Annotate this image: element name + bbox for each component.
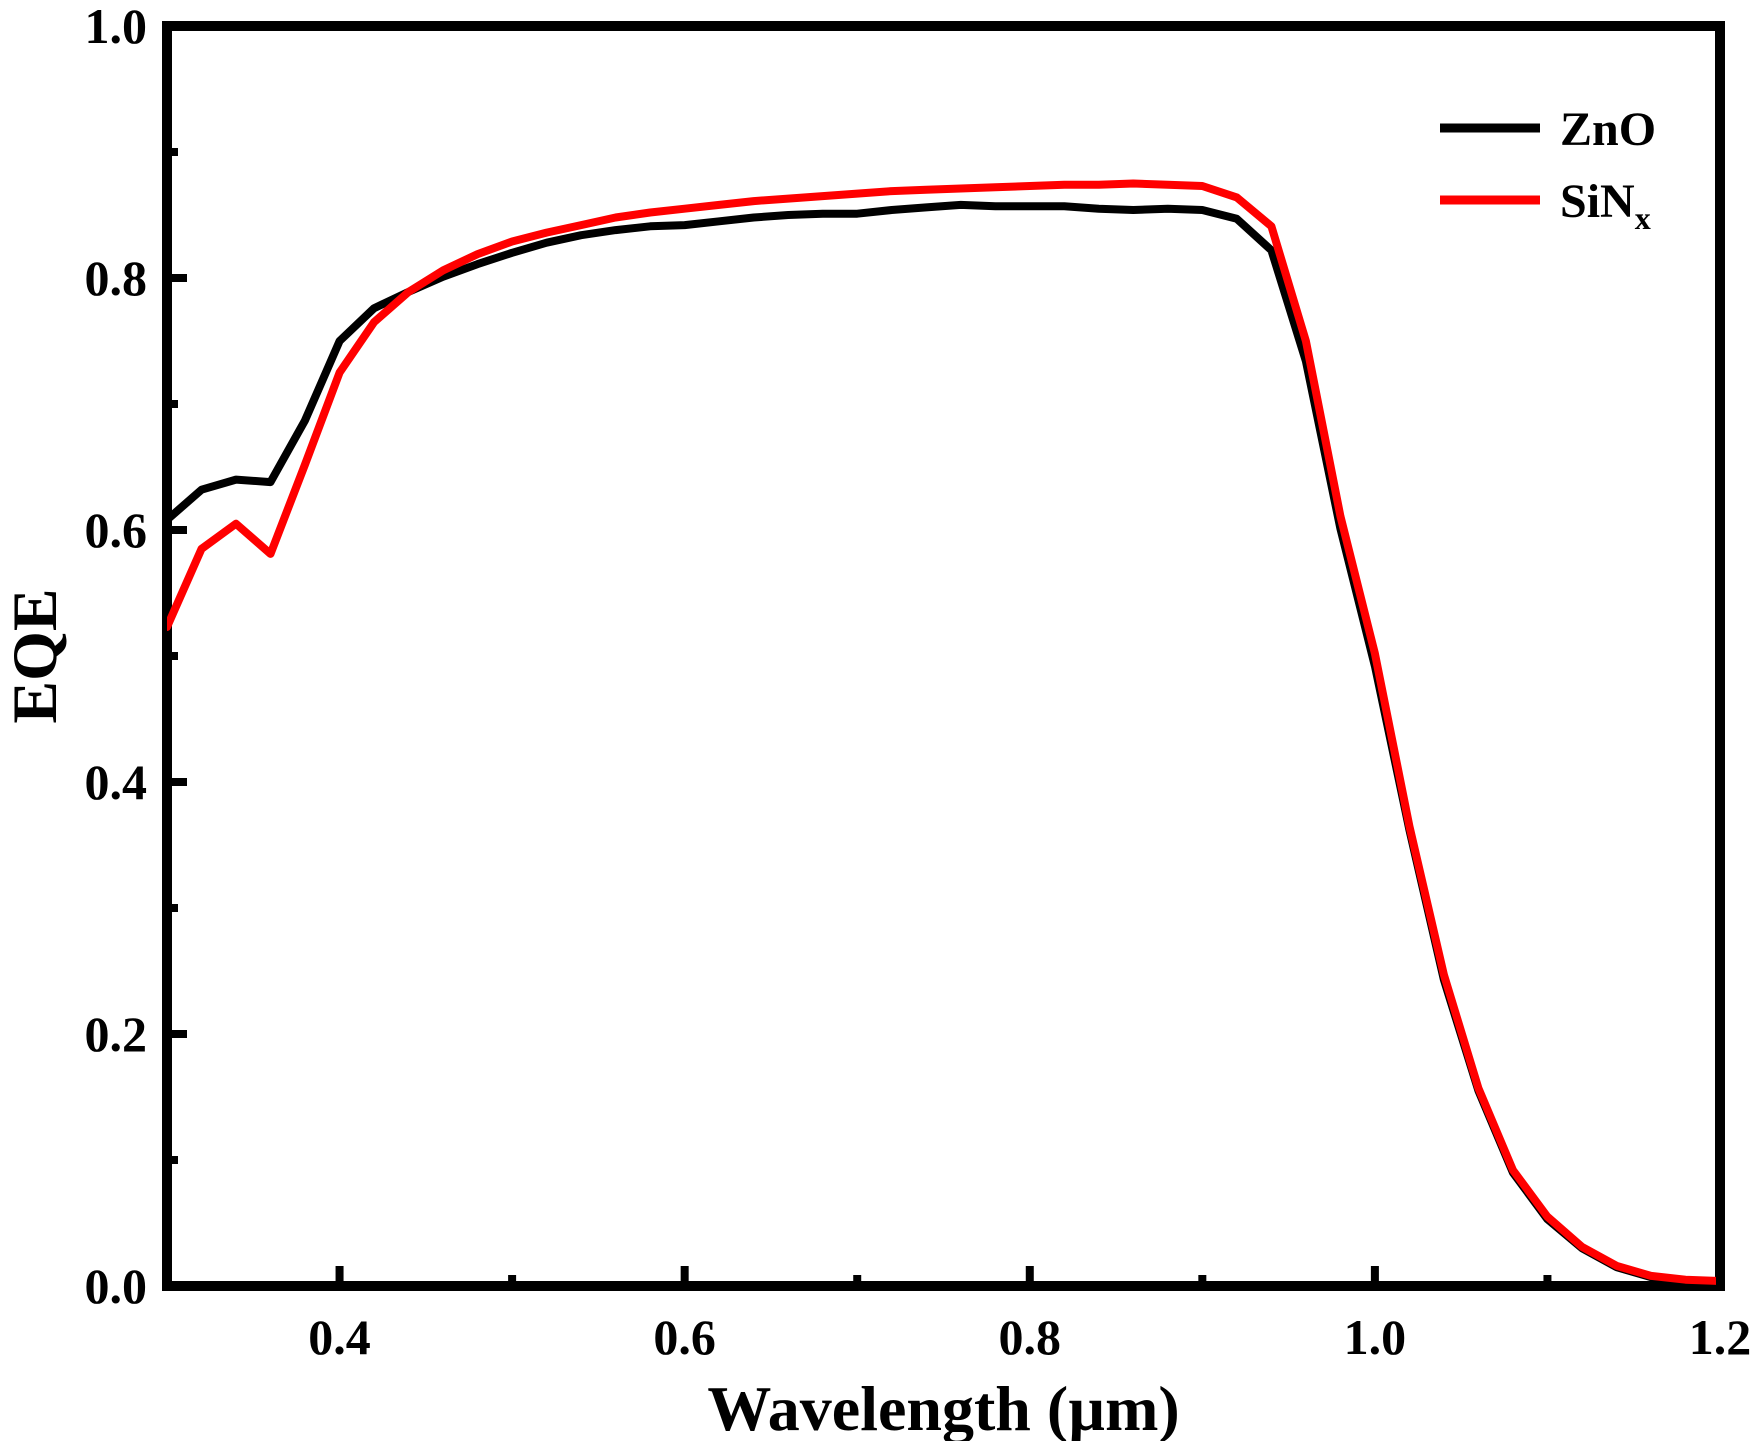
x-tick-label: 1.2 (1689, 1309, 1752, 1365)
legend: ZnO SiNx (1440, 103, 1656, 236)
legend-label-zno: ZnO (1560, 103, 1656, 156)
y-axis-label: EQE (0, 588, 70, 723)
plot-area (162, 21, 1725, 1291)
series-line-sinx (167, 179, 1720, 1285)
series-layer (167, 179, 1720, 1286)
x-axis-label: Wavelength (µm) (707, 1373, 1179, 1441)
y-tick-label: 0.6 (85, 502, 148, 558)
x-tick-label: 0.8 (999, 1309, 1062, 1365)
plot-frame (162, 21, 1725, 1291)
x-tick-label: 1.0 (1344, 1309, 1407, 1365)
tick-labels-layer: 0.4 0.6 0.8 1.0 1.2 0.0 0.2 0.4 0.6 0.8 1.0 (85, 0, 1752, 1365)
x-tick-label: 0.4 (308, 1309, 371, 1365)
ticks-layer (163, 22, 1724, 1290)
x-tick-label: 0.6 (653, 1309, 716, 1365)
series-line-zno (167, 200, 1720, 1286)
y-tick-label: 0.2 (85, 1006, 148, 1062)
y-tick-label: 0.4 (85, 754, 148, 810)
legend-label-sinx: SiNx (1560, 175, 1651, 236)
y-tick-label: 0.0 (85, 1258, 148, 1314)
y-tick-label: 1.0 (85, 0, 148, 54)
y-tick-label: 0.8 (85, 250, 148, 306)
